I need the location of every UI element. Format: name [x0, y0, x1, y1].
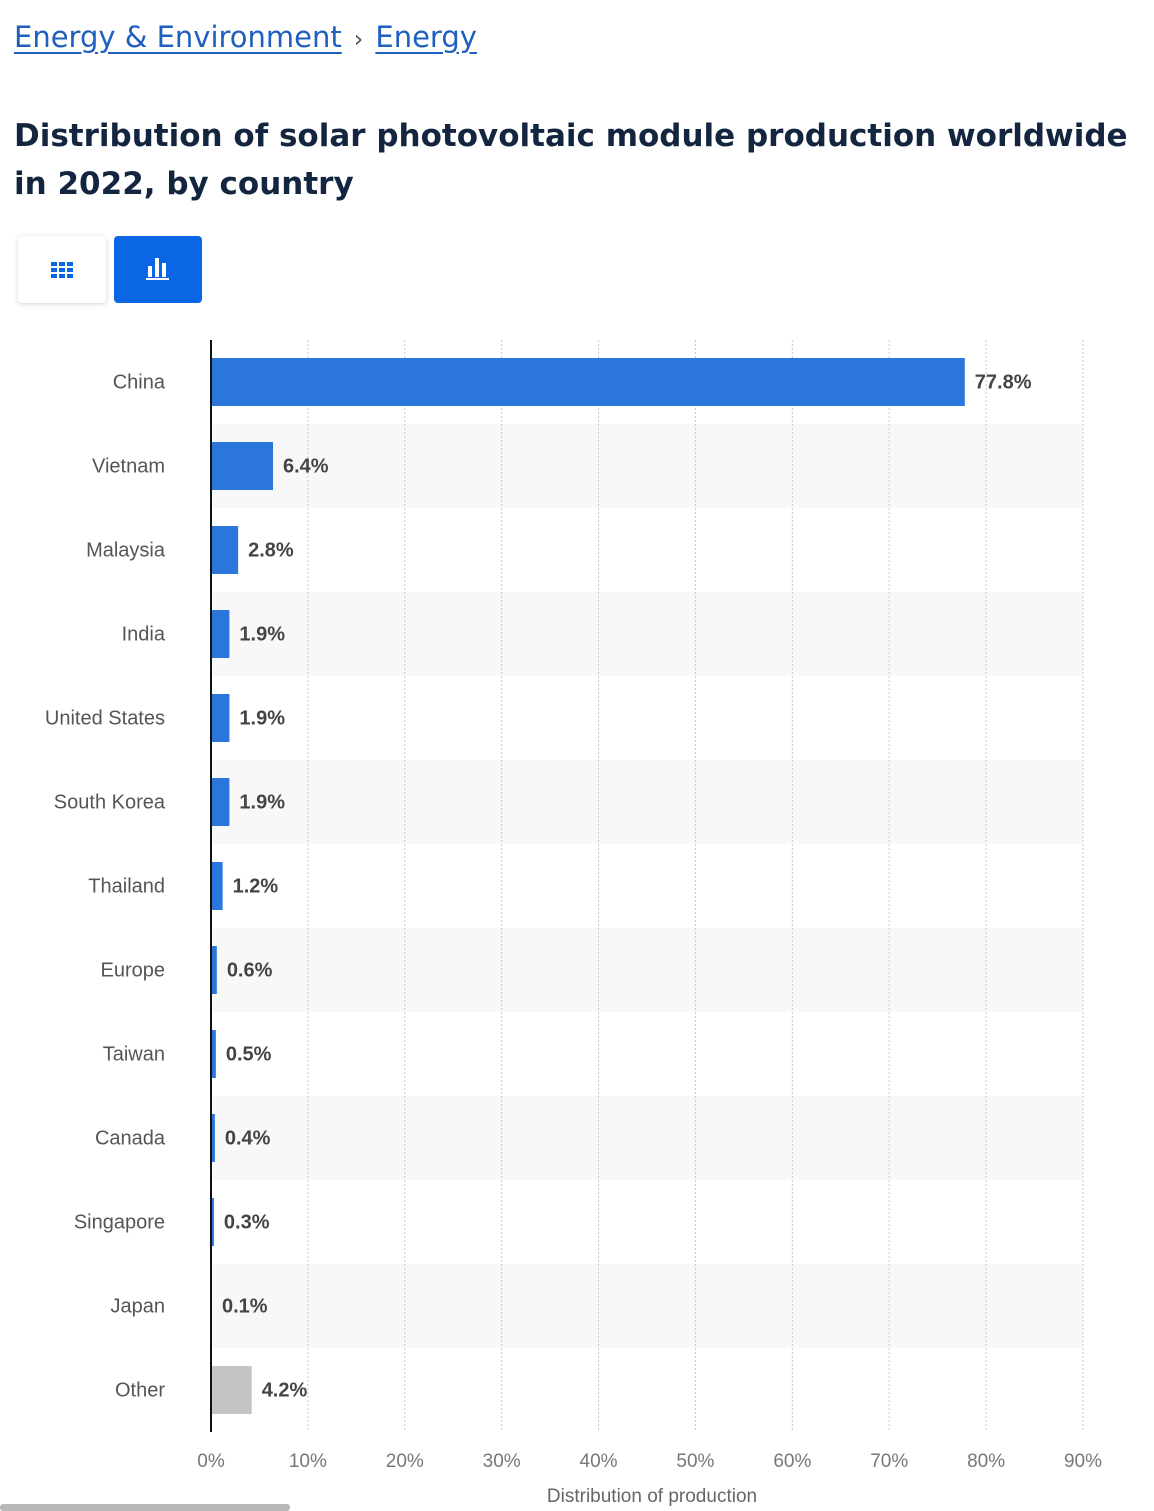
bar [211, 1114, 215, 1162]
row-band [211, 928, 1083, 1012]
x-tick-label: 40% [580, 1451, 618, 1472]
y-tick-label: Canada [95, 1127, 166, 1149]
x-tick-label: 90% [1064, 1451, 1102, 1472]
y-tick-label: China [113, 371, 166, 393]
value-label: 0.4% [225, 1127, 271, 1149]
value-label: 1.9% [239, 791, 285, 813]
y-tick-label: Other [115, 1379, 165, 1401]
x-tick-label: 30% [483, 1451, 521, 1472]
table-icon [51, 262, 73, 278]
breadcrumb-link[interactable]: Energy & Environment [14, 20, 342, 54]
bar [211, 1198, 214, 1246]
value-label: 4.2% [262, 1379, 308, 1401]
x-tick-label: 50% [676, 1451, 714, 1472]
scrollbar [0, 1504, 290, 1511]
bar [211, 1030, 216, 1078]
breadcrumbs: Energy & Environment › Energy [14, 20, 477, 54]
chart-icon [146, 258, 169, 280]
bar [211, 694, 230, 742]
y-tick-label: Japan [111, 1295, 166, 1317]
row-band [211, 592, 1083, 676]
value-label: 0.1% [222, 1295, 268, 1317]
y-tick-label: Thailand [88, 875, 165, 897]
row-band [211, 1264, 1083, 1348]
value-label: 0.5% [226, 1043, 272, 1065]
x-axis-title: Distribution of production [547, 1486, 757, 1507]
x-tick-label: 80% [967, 1451, 1005, 1472]
y-tick-label: Malaysia [86, 539, 166, 561]
value-label: 1.9% [239, 707, 285, 729]
y-tick-label: United States [45, 707, 165, 729]
y-tick-label: Singapore [74, 1211, 165, 1233]
value-label: 0.3% [224, 1211, 270, 1233]
x-tick-label: 20% [386, 1451, 424, 1472]
y-tick-label: India [122, 623, 166, 645]
value-label: 0.6% [227, 959, 273, 981]
y-tick-label: South Korea [54, 791, 166, 813]
y-tick-label: Taiwan [103, 1043, 165, 1065]
breadcrumb-link[interactable]: Energy [375, 20, 477, 54]
y-tick-label: Europe [101, 959, 166, 981]
bar [211, 442, 274, 490]
x-tick-label: 0% [197, 1451, 225, 1472]
x-tick-label: 10% [289, 1451, 327, 1472]
bar [211, 526, 239, 574]
chart-title: Distribution of solar photovoltaic modul… [14, 118, 1128, 202]
value-label: 1.2% [233, 875, 279, 897]
x-tick-label: 60% [773, 1451, 811, 1472]
bar [211, 610, 230, 658]
bar [211, 1366, 252, 1414]
row-band [211, 760, 1083, 844]
value-label: 77.8% [975, 371, 1032, 393]
breadcrumb-separator: › [353, 25, 364, 53]
chart-view-button[interactable] [114, 236, 202, 303]
table-view-button[interactable] [18, 236, 106, 303]
bar [211, 778, 230, 826]
row-band [211, 424, 1083, 508]
x-tick-label: 70% [870, 1451, 908, 1472]
row-band [211, 1096, 1083, 1180]
bar [211, 1282, 212, 1330]
value-label: 2.8% [248, 539, 294, 561]
y-tick-label: Vietnam [92, 455, 165, 477]
value-label: 6.4% [283, 455, 329, 477]
bar [211, 946, 217, 994]
bar [211, 358, 965, 406]
value-label: 1.9% [239, 623, 285, 645]
bar [211, 862, 223, 910]
